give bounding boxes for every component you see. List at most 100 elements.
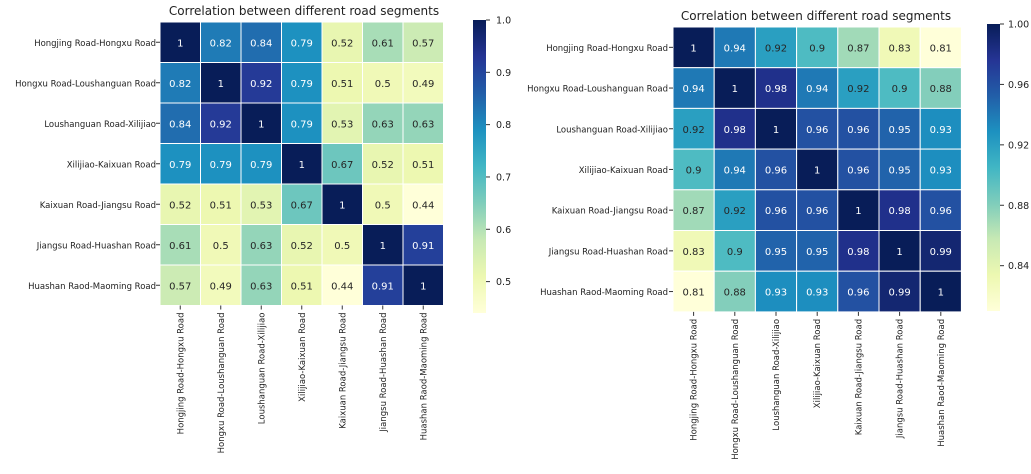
heatmap-cell (878, 67, 921, 109)
cell-value-label: 0.98 (724, 125, 746, 136)
heatmap-cell (796, 107, 839, 150)
heatmap-cell (321, 264, 363, 306)
heatmap-cell (878, 230, 921, 272)
cell-value-label: 0.91 (412, 241, 434, 252)
cell-value-label: 0.79 (291, 38, 313, 49)
heatmap-cell (321, 224, 363, 266)
cell-value-label: 0.57 (412, 38, 434, 49)
heatmap-cell (919, 230, 962, 272)
cell-value-label: 1 (177, 38, 183, 49)
cell-value-label: 0.87 (682, 206, 704, 217)
cell-value-label: 0.5 (334, 241, 350, 252)
heatmap-cell (402, 62, 444, 104)
y-tick-label: Hongjing Road-Hongxu Road (34, 39, 156, 49)
y-tick-label: Kaixuan Road-Jiangsu Road (40, 201, 156, 211)
colorbar (473, 20, 486, 313)
cell-value-label: 0.79 (210, 160, 232, 171)
heatmap-cell (362, 102, 404, 144)
cell-value-label: 0.67 (291, 200, 313, 211)
cell-value-label: 0.96 (765, 165, 787, 176)
cell-value-label: 0.96 (847, 125, 869, 136)
colorbar-tick-label: 0.84 (1008, 261, 1029, 272)
cell-value-label: 0.51 (291, 281, 313, 292)
y-tick-label: Jiangsu Road-Huashan Road (36, 241, 156, 251)
cell-value-label: 0.61 (169, 241, 191, 252)
heatmap-cell (713, 189, 756, 232)
colorbar-tick-label: 0.92 (1008, 140, 1029, 151)
heatmap-cell (754, 107, 798, 150)
cell-value-label: 0.52 (372, 160, 394, 171)
cell-value-label: 0.92 (210, 119, 232, 130)
cell-value-label: 0.92 (765, 43, 787, 54)
cell-value-label: 1 (339, 200, 345, 211)
cell-value-label: 0.63 (250, 281, 272, 292)
heatmap-1: Correlation between different road segme… (15, 4, 511, 453)
cell-value-label: 0.79 (169, 160, 191, 171)
cell-value-label: 0.49 (412, 79, 434, 90)
cell-value-label: 0.96 (930, 206, 952, 217)
cell-value-label: 0.52 (169, 200, 191, 211)
cell-value-label: 0.94 (724, 43, 746, 54)
cell-value-label: 0.51 (412, 160, 434, 171)
heatmap-cell (837, 107, 880, 150)
cell-value-label: 0.95 (765, 247, 787, 258)
cell-value-label: 0.63 (250, 241, 272, 252)
x-tick-label: Jiangsu Road-Huashan Road (896, 319, 906, 439)
heatmap-cell (362, 264, 404, 306)
x-tick-label: Kaixuan Road-Jiangsu Road (338, 313, 348, 429)
heatmap-cell (754, 189, 798, 232)
colorbar-tick-label: 0.88 (1008, 201, 1029, 212)
cell-value-label: 1 (896, 247, 902, 258)
cell-value-label: 0.96 (806, 206, 828, 217)
cell-value-label: 0.63 (412, 119, 434, 130)
cell-value-label: 0.93 (765, 288, 787, 299)
heatmap-cell (672, 230, 715, 272)
cell-value-label: 1 (855, 206, 861, 217)
cell-value-label: 0.51 (331, 79, 353, 90)
x-tick-label: Hongxu Road-Loushanguan Road (731, 319, 741, 460)
cell-value-label: 0.83 (682, 247, 704, 258)
heatmap-2: Correlation between different road segme… (527, 9, 1029, 460)
heatmap-cell (240, 62, 282, 104)
cell-value-label: 0.67 (331, 160, 353, 171)
cell-value-label: 0.92 (724, 206, 746, 217)
cell-value-label: 0.82 (210, 38, 232, 49)
cell-value-label: 0.53 (331, 119, 353, 130)
cell-value-label: 0.83 (888, 43, 910, 54)
cell-value-label: 1 (938, 288, 944, 299)
cell-value-label: 1 (690, 43, 696, 54)
cell-value-label: 0.9 (686, 165, 702, 176)
cell-value-label: 0.44 (412, 200, 434, 211)
colorbar-tick-label: 0.5 (496, 277, 511, 288)
cell-value-label: 0.92 (250, 79, 272, 90)
y-tick-label: Loushanguan Road-Xilijiao (556, 125, 668, 135)
cell-value-label: 1 (299, 160, 305, 171)
heatmap-cell (837, 67, 880, 109)
heatmap-cell (919, 270, 962, 313)
cell-value-label: 0.5 (213, 241, 229, 252)
heatmap-cell (672, 148, 715, 191)
heatmap-cell (402, 224, 444, 266)
cell-value-label: 1 (218, 79, 224, 90)
heatmap-cell (240, 264, 282, 306)
cell-value-label: 0.82 (169, 79, 191, 90)
x-tick-label: Loushanguan Road-Xilijiao (257, 313, 267, 425)
heatmap-cell (402, 102, 444, 144)
cell-value-label: 0.98 (765, 84, 787, 95)
cell-value-label: 0.51 (210, 200, 232, 211)
y-tick-label: Xilijiao-Kaixuan Road (67, 160, 156, 170)
heatmap-cell (362, 21, 404, 63)
cell-value-label: 0.94 (682, 84, 704, 95)
y-tick-label: Loushanguan Road-Xilijiao (44, 120, 156, 130)
y-tick-label: Jiangsu Road-Huashan Road (548, 247, 668, 257)
heatmap-cell (878, 270, 921, 313)
cell-value-label: 0.96 (847, 165, 869, 176)
cell-value-label: 0.94 (806, 84, 828, 95)
y-tick-label: Hongxu Road-Loushanguan Road (527, 85, 668, 95)
cell-value-label: 0.93 (930, 125, 952, 136)
chart-title: Correlation between different road segme… (169, 4, 439, 18)
chart-title: Correlation between different road segme… (681, 9, 951, 23)
x-tick-label: Loushanguan Road-Xilijiao (772, 319, 782, 431)
y-tick-label: Hongxu Road-Loushanguan Road (15, 79, 156, 89)
